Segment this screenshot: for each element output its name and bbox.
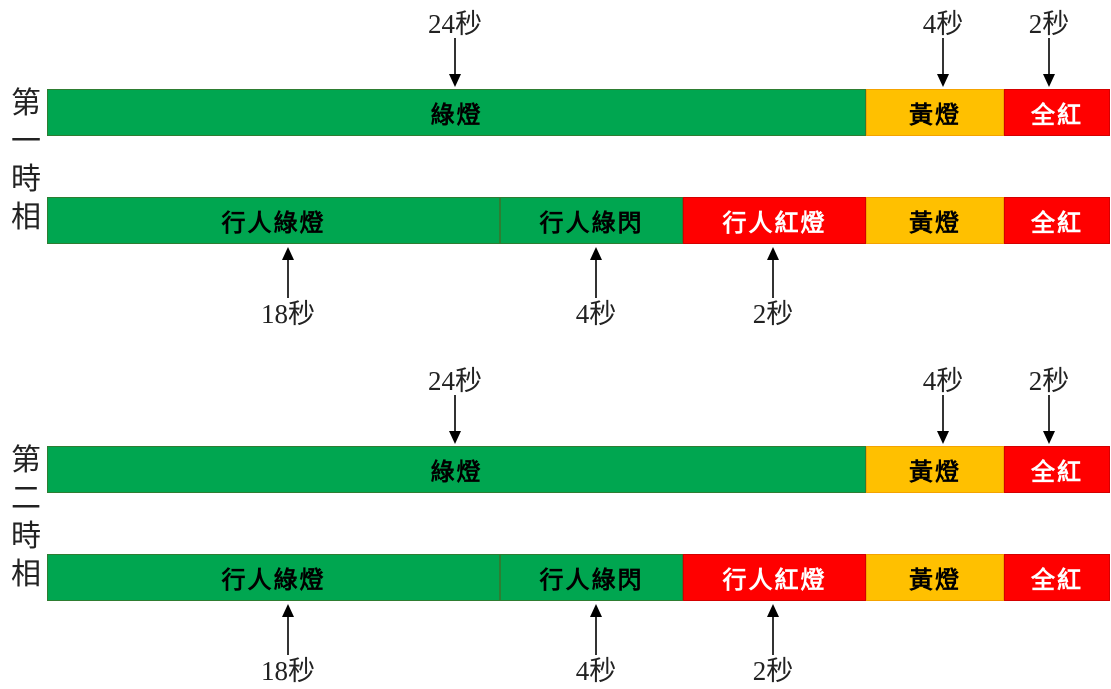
up-arrow-icon: [282, 247, 294, 298]
vehicle-signal-segment: 黃燈: [866, 446, 1004, 493]
vehicle-signal-segment: 綠燈: [47, 89, 866, 136]
up-arrow-icon: [590, 604, 602, 655]
phase-label-char: 第: [11, 86, 41, 121]
pedestrian-signal-segment: 黃燈: [866, 197, 1004, 244]
phase-label-char: 相: [11, 200, 41, 235]
down-arrow-icon: [937, 38, 949, 87]
vehicle-signal-segment: 全紅: [1004, 446, 1110, 493]
vehicle-signal-segment: 黃燈: [866, 89, 1004, 136]
up-arrow-icon: [767, 247, 779, 298]
down-arrow-icon: [1043, 38, 1055, 87]
down-arrow-icon: [449, 395, 461, 444]
pedestrian-duration-label: 18秒: [261, 656, 315, 686]
phase-label-char: 一: [11, 124, 41, 159]
vehicle-duration-label: 4秒: [922, 366, 964, 396]
vehicle-signal-segment: 綠燈: [47, 446, 866, 493]
vehicle-duration-label: 2秒: [1028, 9, 1070, 39]
up-arrow-icon: [767, 604, 779, 655]
phase-label-char: 時: [11, 162, 41, 197]
phase-label-char: 第: [11, 443, 41, 478]
pedestrian-signal-segment: 行人綠燈: [47, 197, 500, 244]
up-arrow-icon: [282, 604, 294, 655]
vehicle-duration-label: 24秒: [428, 366, 482, 396]
vehicle-duration-label: 2秒: [1028, 366, 1070, 396]
down-arrow-icon: [1043, 395, 1055, 444]
vehicle-duration-label: 4秒: [922, 9, 964, 39]
phase-label-char: 二: [11, 481, 41, 516]
phase-label-char: 相: [11, 557, 41, 592]
pedestrian-duration-label: 4秒: [575, 299, 617, 329]
pedestrian-duration-label: 2秒: [752, 299, 794, 329]
phase-label: 第二時相: [8, 442, 44, 594]
phase-label: 第一時相: [8, 85, 44, 237]
pedestrian-duration-label: 18秒: [261, 299, 315, 329]
down-arrow-icon: [937, 395, 949, 444]
pedestrian-duration-label: 2秒: [752, 656, 794, 686]
pedestrian-signal-segment: 行人紅燈: [683, 197, 866, 244]
pedestrian-signal-segment: 全紅: [1004, 554, 1110, 601]
vehicle-signal-segment: 全紅: [1004, 89, 1110, 136]
pedestrian-signal-segment: 行人紅燈: [683, 554, 866, 601]
up-arrow-icon: [590, 247, 602, 298]
pedestrian-signal-segment: 行人綠閃: [500, 554, 683, 601]
pedestrian-signal-segment: 行人綠閃: [500, 197, 683, 244]
pedestrian-duration-label: 4秒: [575, 656, 617, 686]
down-arrow-icon: [449, 38, 461, 87]
pedestrian-signal-segment: 全紅: [1004, 197, 1110, 244]
vehicle-duration-label: 24秒: [428, 9, 482, 39]
pedestrian-signal-segment: 黃燈: [866, 554, 1004, 601]
phase-label-char: 時: [11, 519, 41, 554]
pedestrian-signal-segment: 行人綠燈: [47, 554, 500, 601]
